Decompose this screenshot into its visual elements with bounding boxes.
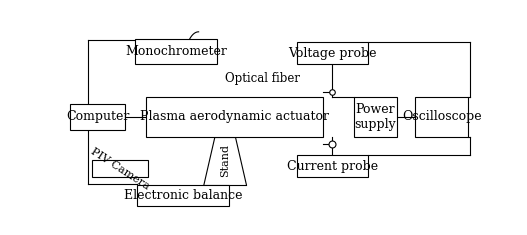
Text: Plasma aerodynamic actuator: Plasma aerodynamic actuator — [140, 110, 329, 123]
FancyBboxPatch shape — [70, 104, 125, 129]
FancyBboxPatch shape — [297, 155, 368, 177]
Text: Stand: Stand — [220, 144, 230, 177]
Text: Voltage probe: Voltage probe — [288, 47, 377, 60]
FancyBboxPatch shape — [135, 39, 217, 64]
FancyBboxPatch shape — [92, 160, 148, 177]
Text: Electronic balance: Electronic balance — [124, 189, 242, 202]
FancyBboxPatch shape — [297, 42, 368, 64]
Text: Current probe: Current probe — [287, 160, 378, 173]
Text: PIV Camera: PIV Camera — [89, 146, 151, 192]
FancyBboxPatch shape — [354, 97, 397, 137]
Text: Computer: Computer — [66, 110, 129, 123]
FancyBboxPatch shape — [145, 97, 323, 137]
FancyBboxPatch shape — [138, 185, 229, 206]
FancyBboxPatch shape — [415, 97, 468, 137]
Text: Monochrometer: Monochrometer — [125, 45, 227, 58]
Text: Oscilloscope: Oscilloscope — [402, 110, 482, 123]
Text: Optical fiber: Optical fiber — [225, 72, 300, 85]
Text: Power
supply: Power supply — [354, 103, 396, 131]
